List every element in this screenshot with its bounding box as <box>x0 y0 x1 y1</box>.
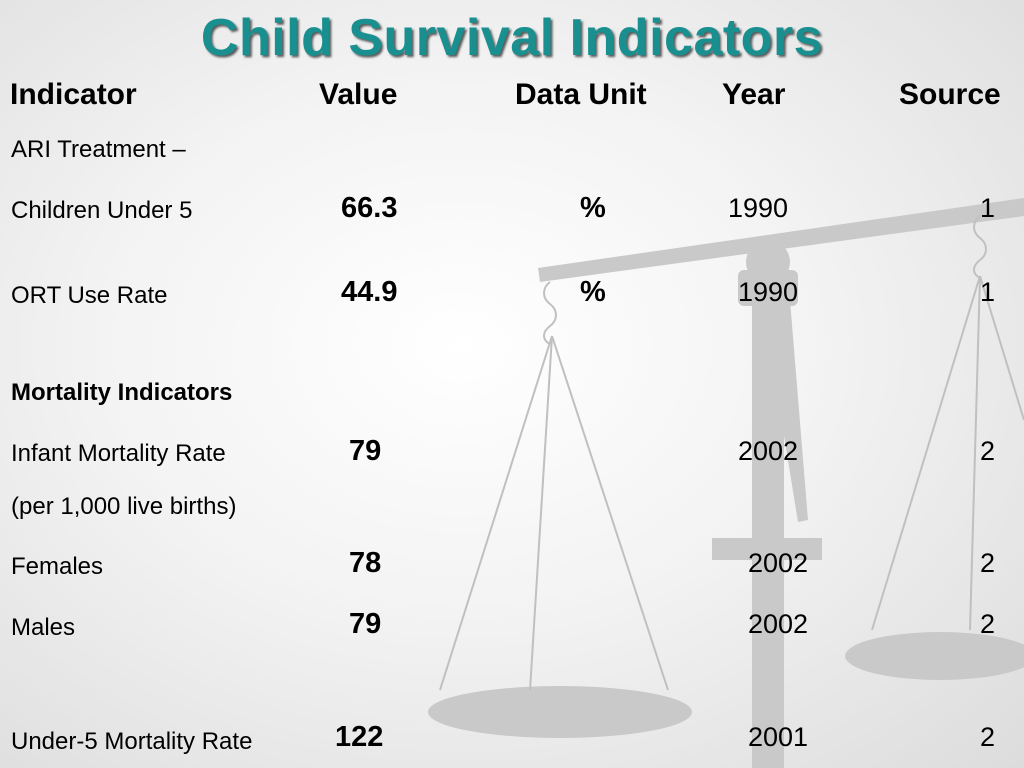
header-indicator: Indicator <box>10 78 137 111</box>
row-value: 122 <box>335 721 384 753</box>
row-year: 1990 <box>728 193 789 223</box>
row-source: 2 <box>980 548 996 578</box>
row-label-females: Females <box>11 553 104 580</box>
row-year: 2001 <box>748 722 809 752</box>
row-label-ort-use-rate: ORT Use Rate <box>11 282 168 309</box>
row-source: 1 <box>980 277 996 307</box>
header-value: Value <box>319 78 398 111</box>
row-label-per-1000: (per 1,000 live births) <box>11 493 237 520</box>
row-label-children-under-5: Children Under 5 <box>11 197 193 224</box>
header-data-unit: Data Unit <box>515 78 647 111</box>
row-source: 1 <box>980 193 996 223</box>
row-year: 2002 <box>738 436 799 466</box>
page-title: Child Survival Indicators <box>200 9 824 67</box>
row-unit: % <box>580 192 606 224</box>
row-unit: % <box>580 276 606 308</box>
row-label-under-5-mortality: Under-5 Mortality Rate <box>11 728 253 755</box>
row-year: 2002 <box>748 609 809 639</box>
row-value: 66.3 <box>341 192 398 224</box>
header-source: Source <box>899 78 1001 111</box>
row-year: 1990 <box>738 277 799 307</box>
section-heading-mortality: Mortality Indicators <box>11 379 233 406</box>
row-value: 44.9 <box>341 276 398 308</box>
row-value: 79 <box>349 608 382 640</box>
row-label-ari-treatment: ARI Treatment – <box>11 136 186 163</box>
row-year: 2002 <box>748 548 809 578</box>
header-year: Year <box>722 78 786 111</box>
row-label-infant-mortality: Infant Mortality Rate <box>11 440 226 467</box>
row-value: 79 <box>349 435 382 467</box>
row-source: 2 <box>980 436 996 466</box>
row-source: 2 <box>980 609 996 639</box>
row-label-males: Males <box>11 614 76 641</box>
row-source: 2 <box>980 722 996 752</box>
row-value: 78 <box>349 547 382 579</box>
